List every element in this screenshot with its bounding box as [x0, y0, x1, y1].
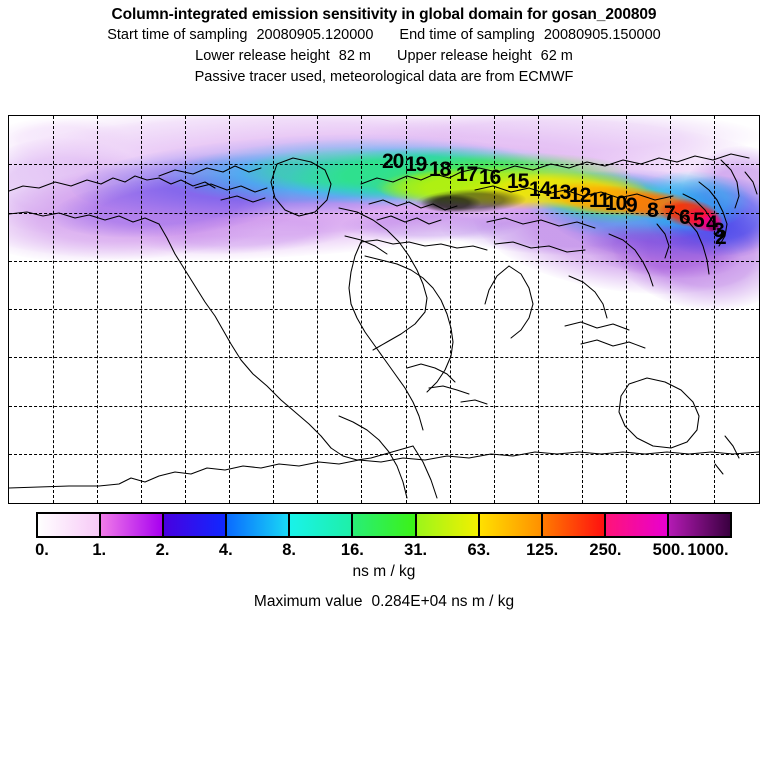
- plume-cell-5: [9, 138, 151, 234]
- colorbar-segment-2: [164, 514, 228, 536]
- trajectory-label-11: 11: [589, 189, 610, 212]
- trajectory-label-5: 5: [693, 209, 705, 232]
- trajectory-label-12: 12: [569, 184, 591, 207]
- release-height-line: Lower release height 82 m Upper release he…: [0, 46, 768, 67]
- trajectory-label-2: 2: [715, 226, 727, 249]
- gridline-parallel-7: [9, 453, 759, 455]
- plume-cell-31: [421, 194, 481, 212]
- colorbar-segment-6: [416, 514, 480, 536]
- colorbar-segment-7: [479, 514, 543, 536]
- trajectory-label-10: 10: [605, 192, 627, 215]
- trajectory-label-4: 4: [706, 212, 718, 235]
- colorbar-tick-5: 16.: [340, 541, 364, 559]
- colorbar-segment-10: [668, 514, 731, 536]
- trajectory-label-19: 19: [405, 153, 427, 176]
- colorbar-segment-1: [101, 514, 165, 536]
- gridline-parallel-2: [9, 212, 759, 214]
- upper-release-value: 62 m: [540, 48, 573, 64]
- trajectory-label-6: 6: [679, 206, 691, 229]
- maximum-value-line: Maximum value 0.284E+04 ns m / kg: [0, 593, 768, 611]
- colorbar-tick-0: 0.: [35, 541, 49, 559]
- colorbar-tick-10: 500.: [652, 541, 685, 559]
- figure-header: Column-integrated emission sensitivity i…: [0, 0, 768, 88]
- colorbar: [36, 512, 732, 538]
- trajectory-label-3: 3: [713, 219, 725, 242]
- colorbar-segment-3: [227, 514, 291, 536]
- start-time-label: Start time of sampling: [107, 27, 248, 43]
- lower-release-label: Lower release height: [195, 48, 330, 64]
- gridline-parallel-3: [9, 260, 759, 262]
- gridline-parallel-5: [9, 357, 759, 359]
- gridline-parallel-4: [9, 309, 759, 310]
- colorbar-segment-8: [542, 514, 606, 536]
- colorbar-tick-9: 250.: [589, 541, 622, 559]
- trajectory-label-9: 9: [626, 194, 638, 217]
- gridline-parallel-1: [9, 164, 759, 166]
- colorbar-segment-9: [605, 514, 669, 536]
- plume-cell-38: [9, 117, 131, 165]
- trajectory-label-14: 14: [529, 178, 551, 201]
- trajectory-label-13: 13: [549, 181, 571, 204]
- trajectory-label-7: 7: [664, 202, 676, 225]
- max-value-label: Maximum value: [253, 593, 363, 610]
- upper-release-label: Upper release height: [397, 48, 532, 64]
- map-canvas: 20 19 18 17 16 15 14 13 12 11 10 9 8 7 6 5 4 3 2: [9, 116, 759, 503]
- max-value-number: 0.284E+04: [371, 593, 447, 610]
- max-value-unit: ns m / kg: [451, 593, 515, 610]
- colorbar-segment-5: [353, 514, 417, 536]
- colorbar-tick-11: 1000.: [687, 541, 729, 559]
- start-time-value: 20080905.120000: [256, 27, 374, 43]
- colorbar-unit-label: ns m / kg: [352, 563, 416, 580]
- trajectory-label-8: 8: [647, 199, 659, 222]
- colorbar-tick-1: 1.: [92, 541, 107, 559]
- plume-cell-35: [341, 210, 521, 242]
- trajectory-label-17: 17: [456, 163, 478, 186]
- colorbar-segment-0: [38, 514, 102, 536]
- colorbar-tick-4: 8.: [282, 541, 296, 559]
- trajectory-label-20: 20: [382, 150, 404, 173]
- end-time-label: End time of sampling: [399, 27, 535, 43]
- lower-release-value: 82 m: [338, 48, 371, 64]
- colorbar-segment-4: [290, 514, 354, 536]
- plume-cell-36: [11, 116, 491, 164]
- trajectory-label-16: 16: [479, 166, 501, 189]
- colorbar-tick-8: 125.: [526, 541, 559, 559]
- trajectory-label-15: 15: [507, 170, 529, 193]
- end-time-value: 20080905.150000: [543, 27, 661, 43]
- figure-title: Column-integrated emission sensitivity i…: [111, 6, 657, 23]
- sampling-time-line: Start time of sampling 20080905.120000 End…: [0, 25, 768, 46]
- colorbar-tick-labels: 0. 1. 2. 4. 8. 16. 31. 63. 125. 250. 500. 1000.: [0, 541, 768, 563]
- colorbar-tick-7: 63.: [467, 541, 491, 559]
- colorbar-tick-3: 4.: [218, 541, 233, 559]
- method-line: Passive tracer used, meteorological data…: [194, 69, 574, 85]
- plume-cell-29: [706, 220, 720, 232]
- plume-cell-37: [361, 116, 759, 162]
- gridline-parallel-6: [9, 405, 759, 407]
- trajectory-label-18: 18: [429, 158, 451, 181]
- map-panel: 20 19 18 17 16 15 14 13 12 11 10 9 8 7 6 5 4 3 2: [8, 115, 760, 504]
- colorbar-tick-2: 2.: [155, 541, 170, 559]
- colorbar-tick-6: 31.: [404, 541, 428, 559]
- emission-sensitivity-plume: [9, 116, 759, 503]
